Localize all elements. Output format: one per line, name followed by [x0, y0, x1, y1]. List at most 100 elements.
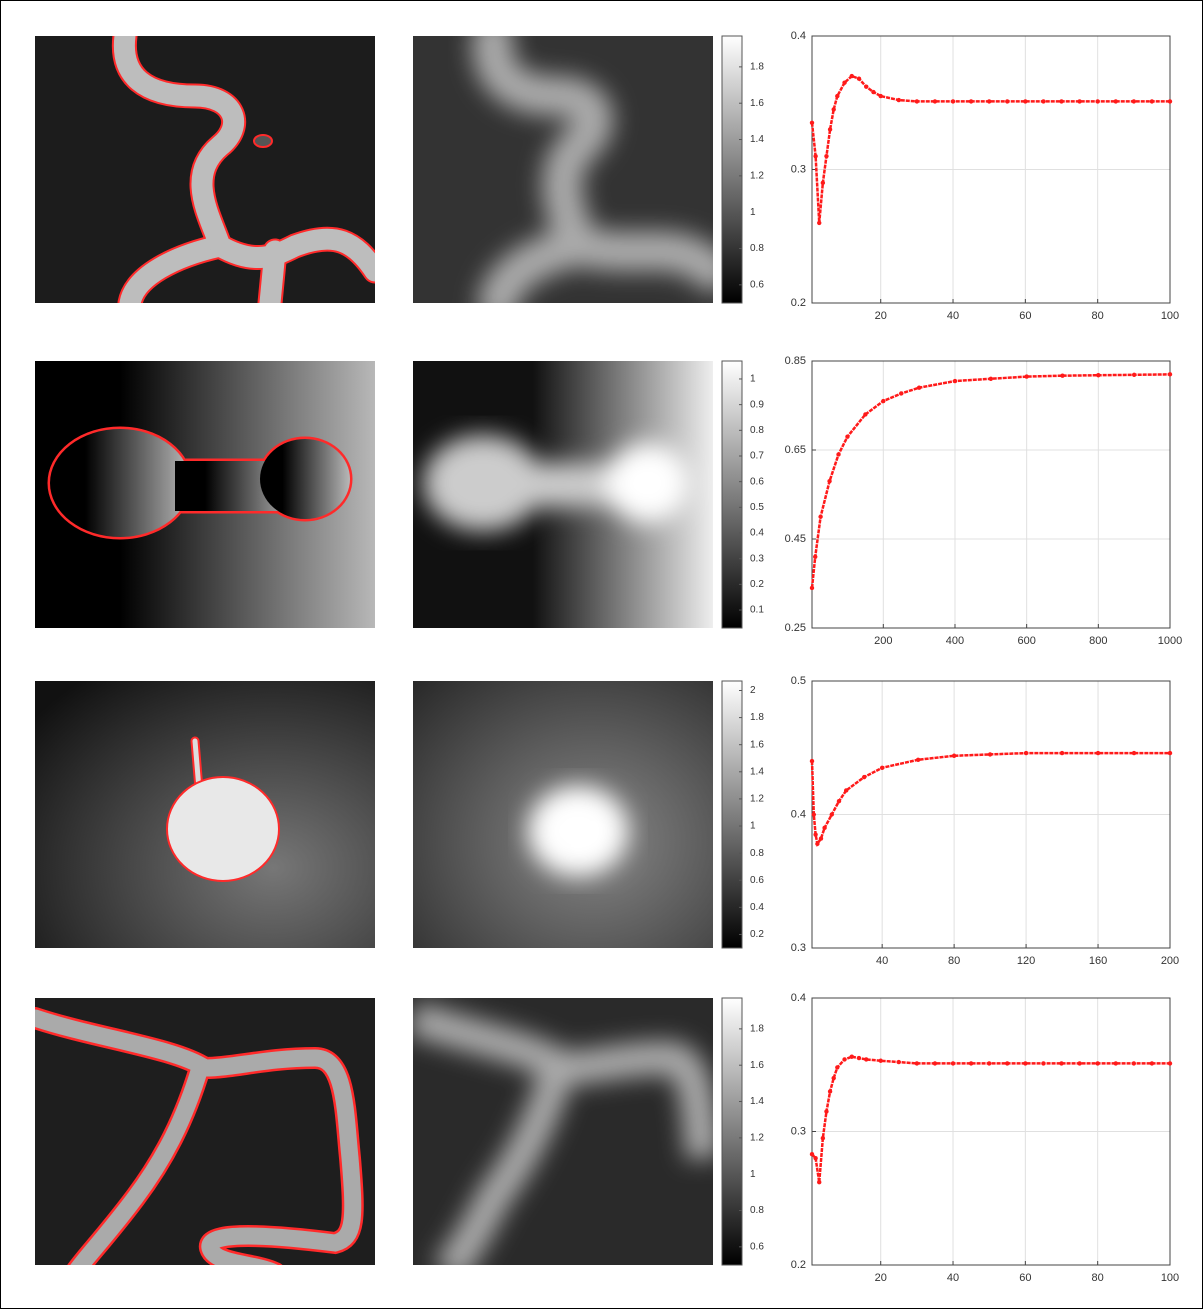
point [1059, 750, 1065, 756]
colorbar-tick-label: 0.2 [750, 579, 764, 590]
line-chart: 20 40 60 80 100 0.2 0.3 0.4 [791, 992, 1179, 1284]
axes-box [811, 997, 1171, 1266]
y-tick-label: 0.4 [791, 808, 806, 820]
y-tick-label: 0.85 [785, 355, 806, 367]
energy-image [413, 36, 713, 303]
point [986, 1061, 992, 1066]
colorbar-tick-label: 0.4 [750, 902, 764, 913]
colorbar-tick-label: 1.2 [750, 170, 764, 181]
x-tick-label: 40 [876, 955, 888, 967]
point [849, 1054, 854, 1059]
colorbar-gradient [721, 360, 743, 629]
x-tick-label: 160 [1089, 955, 1107, 967]
colorbar-tick-label: 1.4 [750, 766, 764, 777]
x-tick-label: 120 [1017, 955, 1035, 967]
point [950, 99, 956, 104]
point [988, 376, 994, 381]
point [896, 1059, 901, 1065]
point [835, 1065, 840, 1070]
axes-box [811, 35, 1171, 304]
y-tick-label: 0.4 [791, 30, 806, 42]
point [1005, 99, 1010, 104]
point [1131, 750, 1137, 756]
point [896, 97, 901, 103]
x-tick-label: 80 [1092, 310, 1104, 322]
colorbar-tick-label: 1.6 [750, 1060, 764, 1071]
plot-area [812, 361, 1170, 628]
line [810, 74, 1170, 224]
point [932, 1061, 938, 1066]
colorbar-tick-label: 1.4 [750, 134, 764, 145]
y-tick-label: 0.3 [791, 163, 806, 175]
point [1095, 750, 1101, 756]
colorbar-tick-label: 0.1 [750, 605, 764, 616]
colorbar-tick-label: 1.8 [750, 1024, 764, 1035]
colorbar-tick-label: 0.6 [750, 279, 764, 290]
point [824, 1109, 829, 1114]
point [831, 1075, 836, 1081]
y-tick-label: 0.65 [785, 444, 806, 456]
point [849, 73, 854, 79]
point [968, 1061, 974, 1066]
colorbar-tick-label: 1.2 [750, 1132, 764, 1143]
point [1167, 99, 1173, 104]
point [1149, 99, 1155, 104]
line-chart: 200 400 600 800 1000 0.25 0.45 0.65 0.85 [785, 355, 1183, 647]
line-chart: 40 80 120 160 200 0.3 0.4 0.5 [791, 675, 1179, 967]
colorbar: 0.6 0.8 1 1.2 1.4 1.6 1.8 [721, 997, 764, 1266]
point [842, 1057, 847, 1062]
point [822, 825, 827, 831]
point [1023, 99, 1028, 104]
point [863, 412, 868, 417]
colorbar-tick-label: 2 [750, 685, 756, 696]
point [827, 478, 832, 484]
point [813, 153, 818, 159]
y-tick-label: 0.2 [791, 297, 806, 309]
point [914, 99, 920, 104]
point [1024, 374, 1029, 379]
point [809, 758, 815, 764]
colorbar-tick-label: 1.8 [750, 62, 764, 73]
y-tick-label: 0.5 [791, 675, 806, 687]
point [835, 93, 840, 99]
x-tick-label: 40 [947, 310, 959, 322]
x-tick-label: 20 [875, 310, 887, 322]
x-tick-label: 100 [1161, 1272, 1179, 1284]
point [899, 391, 904, 396]
energy-image [413, 361, 713, 628]
point [856, 76, 862, 81]
colorbar-tick-label: 0.6 [750, 476, 764, 487]
colorbar-tick-label: 1.4 [750, 1096, 764, 1107]
point [1059, 99, 1064, 104]
axes-box [811, 360, 1171, 629]
point [813, 554, 818, 559]
point [818, 836, 824, 841]
colorbar-tick-label: 1.6 [750, 739, 764, 750]
colorbar-tick-label: 0.2 [750, 929, 764, 940]
colorbar-tick-label: 0.3 [750, 553, 764, 564]
x-tick-label: 1000 [1158, 635, 1182, 647]
point [809, 585, 815, 591]
colorbar-tick-label: 0.8 [750, 848, 764, 859]
point [809, 1151, 815, 1157]
point [1167, 1061, 1173, 1066]
colorbar-tick-label: 0.6 [750, 875, 764, 886]
point [1023, 750, 1029, 756]
x-tick-label: 200 [874, 635, 892, 647]
point [1077, 99, 1082, 104]
point [1131, 99, 1137, 104]
point [914, 1061, 920, 1066]
point [871, 89, 876, 95]
y-tick-label: 0.2 [791, 1259, 806, 1271]
input-image [35, 36, 375, 303]
point [1077, 1061, 1082, 1066]
colorbar: 0.1 0.2 0.3 0.4 0.5 0.6 0.7 0.8 0.9 1 [721, 360, 764, 629]
point [879, 765, 885, 770]
point [1113, 99, 1118, 104]
x-tick-label: 600 [1017, 635, 1035, 647]
point [1041, 99, 1046, 104]
colorbar-tick-label: 1.6 [750, 98, 764, 109]
colorbar-gradient [721, 35, 743, 304]
point [916, 385, 922, 390]
colorbar-tick-label: 0.8 [750, 1205, 764, 1216]
